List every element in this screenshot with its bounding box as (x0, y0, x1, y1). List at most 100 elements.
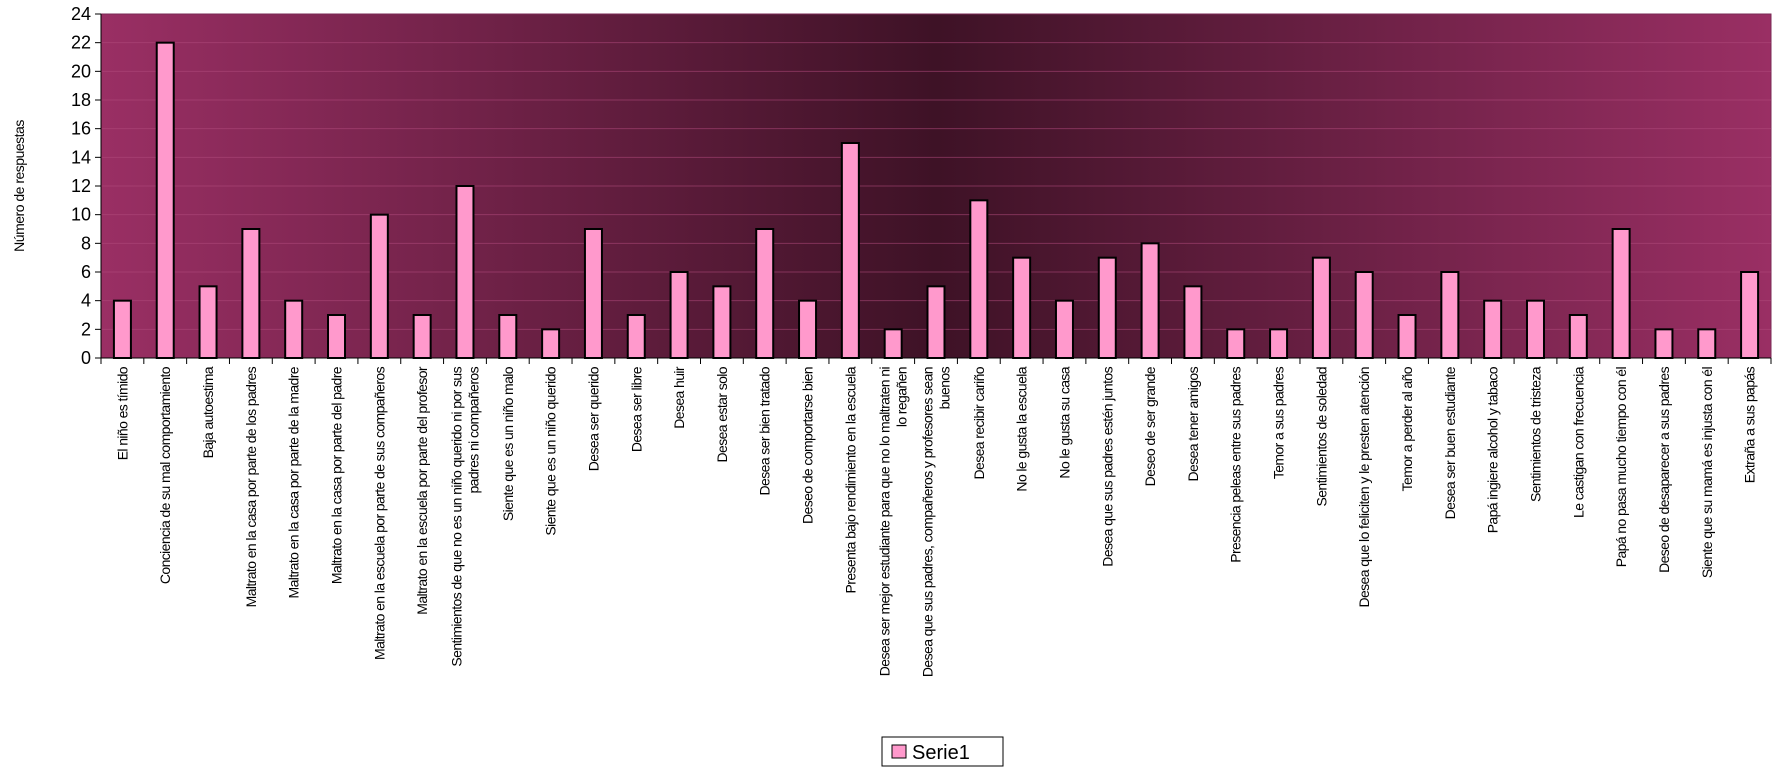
x-tick-label: Desea huir (671, 366, 687, 429)
x-tick-label: Sentimientos de tristeza (1527, 366, 1543, 502)
x-tick-label: Temor a perder al año (1399, 366, 1415, 491)
x-tick-label: Siente que es un niño querido (543, 366, 559, 535)
bar (755, 228, 775, 359)
y-tick-label: 18 (71, 90, 91, 110)
bar (1311, 256, 1331, 359)
bar (1440, 271, 1460, 359)
x-tick-label: Presenta bajo rendimiento en la escuela (842, 366, 858, 593)
bar (498, 314, 518, 359)
bar (1483, 299, 1503, 359)
y-tick-label: 22 (71, 33, 91, 53)
y-tick-label: 10 (71, 205, 91, 225)
x-tick-label: Deseo de desaparecer a sus padres (1656, 366, 1672, 572)
y-axis-label: Número de respuestas (11, 120, 27, 252)
bar (626, 314, 646, 359)
y-tick-label: 2 (81, 319, 91, 339)
x-tick-label: Desea ser bien tratado (757, 366, 773, 495)
bar (1568, 314, 1588, 359)
legend: Serie1 (881, 736, 1004, 767)
x-tick-label: buenos (937, 366, 953, 409)
x-tick-label: Maltrato en la escuela por parte de sus … (371, 366, 387, 660)
x-tick-label: Desea que sus padres, compañeros y profe… (920, 367, 936, 677)
x-axis: El niño es tímido Conciencia de su mal co… (100, 357, 1772, 677)
bar (840, 142, 860, 359)
x-tick-label: Desea ser buen estudiante (1442, 366, 1458, 519)
legend-label: Serie1 (912, 742, 970, 764)
x-tick-label: Maltrato en la casa por parte del padre (329, 366, 345, 584)
y-tick-label: 8 (81, 233, 91, 253)
bar (1269, 328, 1289, 360)
y-tick-label: 12 (71, 176, 91, 196)
bar (969, 199, 989, 359)
bar (1183, 285, 1203, 360)
x-tick-label: Siente que su mamá es injusta con él (1699, 367, 1715, 579)
x-tick-label: Desea que sus padres estén juntos (1099, 366, 1115, 566)
bar (1397, 314, 1417, 359)
y-tick-label: 24 (71, 4, 91, 24)
y-tick-label: 14 (71, 147, 91, 167)
x-tick-label: Baja autoestima (200, 366, 216, 458)
x-tick-label: El niño es tímido (114, 366, 130, 460)
x-tick-label: Desea ser mejor estudiante para que no l… (877, 367, 893, 677)
y-tick-label: 20 (71, 61, 91, 81)
bar (541, 328, 561, 360)
x-tick-label: Papá ingiere alcohol y tabaco (1485, 366, 1501, 533)
x-tick-label: Papá no pasa mucho tiempo con él (1613, 367, 1629, 568)
bar (155, 41, 175, 360)
bar (112, 299, 132, 359)
bar (412, 314, 432, 359)
bar (1611, 228, 1631, 359)
x-tick-label: Maltrato en la escuela por parte del pro… (414, 366, 430, 615)
x-tick-label: No le gusta su casa (1056, 366, 1072, 478)
bar (284, 299, 304, 359)
bar (1012, 256, 1032, 359)
x-tick-label: Extraña a sus papás (1742, 366, 1758, 483)
x-tick-label: Desea recibir cariño (971, 366, 987, 479)
x-tick-label: Sentimientos de que no es un niño querid… (448, 366, 464, 666)
bar (1697, 328, 1717, 360)
legend-swatch (891, 744, 907, 759)
bar (883, 328, 903, 360)
x-tick-label: Deseo de comportarse bien (800, 367, 816, 524)
x-tick-label: Conciencia de su mal comportamiento (157, 366, 173, 584)
x-tick-label: Desea tener amigos (1185, 366, 1201, 481)
x-tick-label: Presencia peleas entre sus padres (1228, 366, 1244, 562)
x-tick-label: Sentimientos de soledad (1313, 367, 1329, 507)
bar (198, 285, 218, 360)
bar (583, 228, 603, 359)
bar (1226, 328, 1246, 360)
bar (926, 285, 946, 360)
x-tick-label: lo regañen (894, 367, 910, 427)
x-tick-label: Maltrato en la casa por parte de la madr… (286, 366, 302, 598)
y-tick-label: 16 (71, 119, 91, 139)
bar (241, 228, 261, 359)
x-tick-label: Temor a sus padres (1271, 366, 1287, 479)
x-tick-label: Desea que lo feliciten y le presten aten… (1356, 367, 1372, 608)
y-tick-label: 6 (81, 262, 91, 282)
bar (1740, 271, 1760, 359)
bar (1525, 299, 1545, 359)
x-tick-label: Le castigan con frecuencia (1570, 366, 1586, 518)
x-tick-label: No le gusta la escuela (1014, 366, 1030, 491)
bar (798, 299, 818, 359)
x-tick-label: Desea estar solo (714, 366, 730, 462)
x-tick-label: Desea ser querido (585, 366, 601, 471)
x-tick-label: Siente que es un niño malo (500, 366, 516, 521)
x-tick-label: padres ni compañeros (465, 366, 481, 493)
bar (1654, 328, 1674, 360)
bar (1097, 256, 1117, 359)
y-tick-label: 4 (81, 291, 91, 311)
bar (712, 285, 732, 360)
bar (1140, 242, 1160, 359)
bar (369, 213, 389, 359)
bar (669, 271, 689, 359)
bar (1054, 299, 1074, 359)
x-tick-label: Deseo de ser grande (1142, 366, 1158, 486)
y-tick-label: 0 (81, 348, 91, 368)
bar (455, 185, 475, 359)
x-tick-label: Desea ser libre (628, 366, 644, 452)
bar (327, 314, 347, 359)
bar (1354, 271, 1374, 359)
